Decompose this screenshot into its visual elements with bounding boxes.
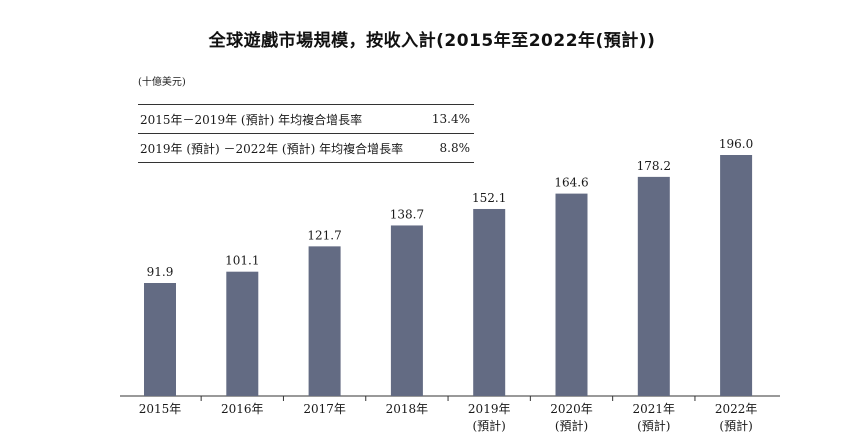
cagr-table: 2015年－2019年 (預計) 年均複合增長率 13.4% 2019年 (預計… (138, 104, 474, 163)
bar-2021年 (637, 176, 670, 396)
data-label: 196.0 (719, 137, 753, 151)
unit-label: (十億美元) (138, 77, 186, 88)
cagr-row: 2015年－2019年 (預計) 年均複合增長率 13.4% (138, 105, 474, 133)
chart-title: 全球遊戲市場規模，按收入計(2015年至2022年(預計)) (208, 31, 656, 51)
bar-2022年 (720, 155, 753, 396)
x-tick-label: 2015年 (139, 402, 182, 416)
x-tick-sublabel: (預計) (473, 418, 506, 433)
bar-2015年 (144, 283, 176, 396)
cagr-value: 13.4% (431, 112, 470, 126)
data-label: 138.7 (390, 207, 424, 221)
x-tick-sublabel: (預計) (555, 418, 588, 433)
data-label: 152.1 (472, 191, 506, 205)
bar-2016年 (226, 271, 259, 396)
cagr-label: 2015年－2019年 (預計) 年均複合增長率 (140, 112, 363, 127)
bar-2017年 (308, 246, 341, 396)
x-tick-label: 2019年 (468, 402, 511, 416)
data-label: 121.7 (307, 228, 341, 242)
data-label: 101.1 (225, 254, 259, 268)
cagr-label: 2019年 (預計) －2022年 (預計) 年均複合增長率 (140, 141, 404, 156)
data-label: 178.2 (637, 159, 671, 173)
x-tick-sublabel: (預計) (719, 418, 752, 433)
bar-2020年 (555, 193, 588, 396)
x-tick-label: 2016年 (221, 402, 264, 416)
x-tick-label: 2017年 (303, 402, 346, 416)
x-tick-label: 2021年 (633, 402, 676, 416)
bar-2019年 (473, 208, 506, 396)
data-label: 164.6 (554, 176, 588, 190)
cagr-value: 8.8% (439, 141, 471, 155)
bar-2018年 (390, 225, 423, 396)
x-tick-sublabel: (預計) (637, 418, 670, 433)
data-label: 91.9 (147, 265, 174, 279)
x-tick-label: 2020年 (550, 402, 593, 416)
cagr-row: 2019年 (預計) －2022年 (預計) 年均複合增長率 8.8% (138, 133, 474, 162)
x-tick-label: 2018年 (386, 402, 429, 416)
x-tick-label: 2022年 (715, 402, 758, 416)
